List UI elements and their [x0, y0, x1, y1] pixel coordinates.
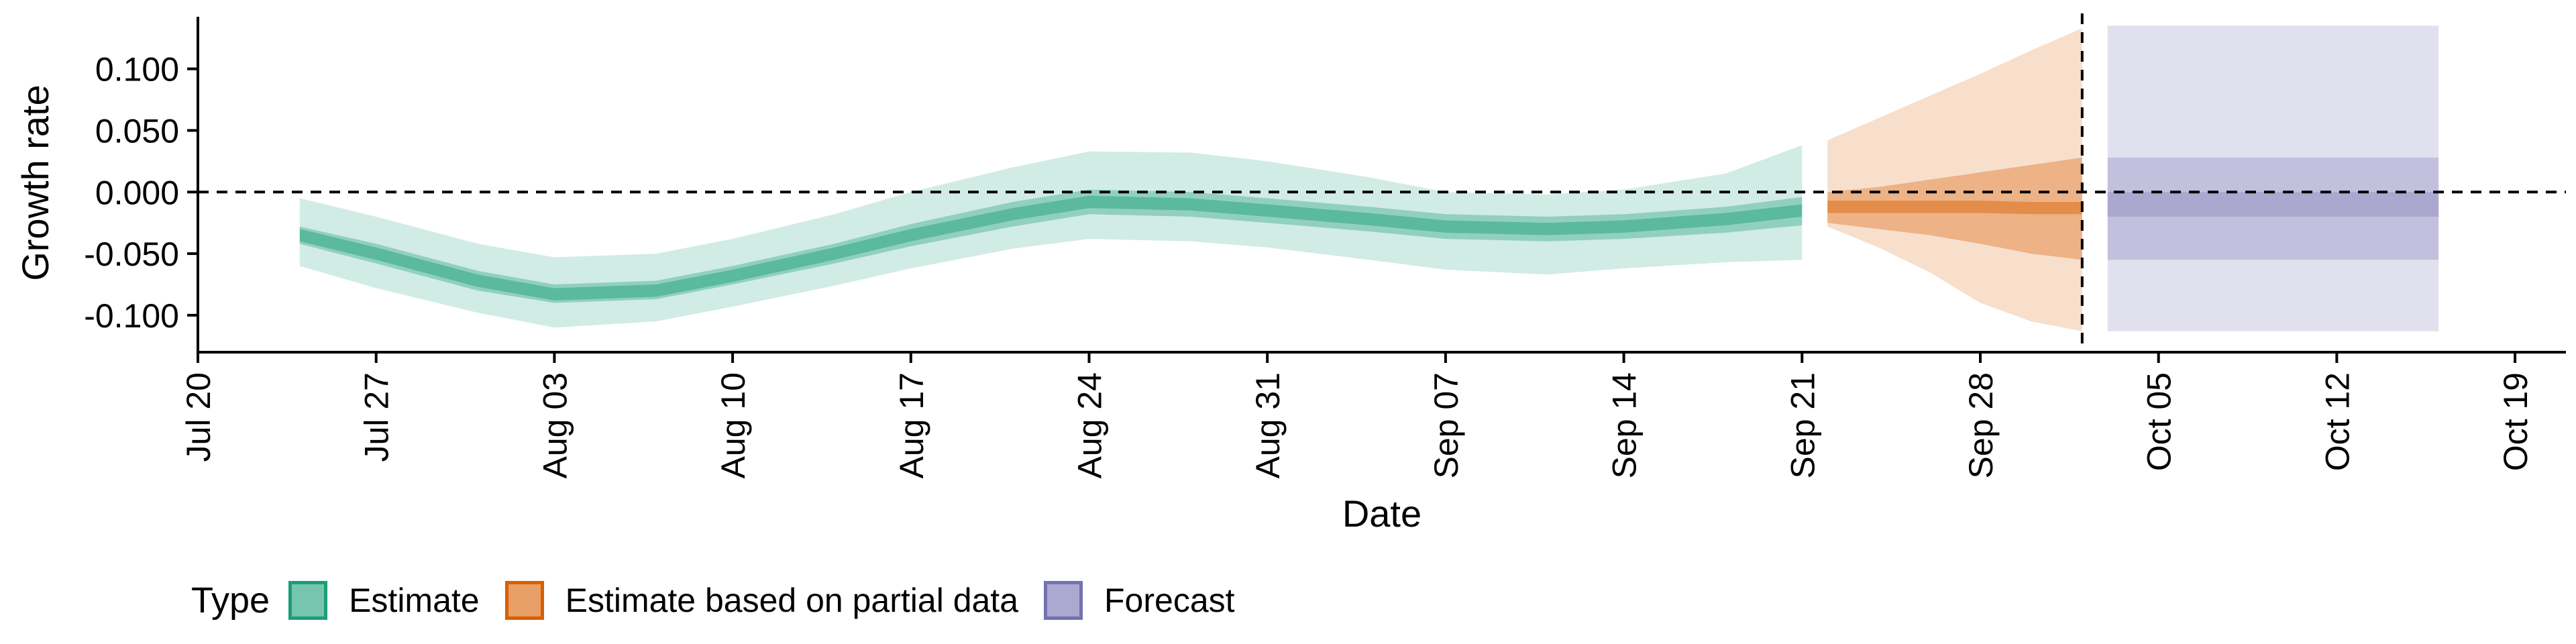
estimate-band-50: [299, 189, 1803, 303]
partial-median-band: [1827, 201, 2082, 215]
estimate-median-band: [299, 195, 1803, 301]
ribbon-layer: [299, 25, 2439, 331]
x-tick-label: Aug 31: [1249, 372, 1287, 478]
legend-item-forecast: Forecast: [1044, 581, 1235, 620]
x-tick-label: Aug 03: [536, 372, 574, 478]
x-tick-label: Sep 07: [1428, 372, 1465, 478]
partial-band-50: [1827, 157, 2082, 260]
legend-item-partial: Estimate based on partial data: [504, 581, 1019, 620]
x-axis-ticks: Jul 20 Jul 27 Aug 03 Aug 10 Aug 17 Aug 24 Aug …: [180, 352, 2534, 478]
growth-rate-chart: -0.100 -0.050 0.000 0.050 0.100 Jul 20 Jul 27…: [14, 13, 2566, 535]
y-tick-label: -0.100: [84, 297, 179, 335]
forecast-band-1: [2107, 157, 2439, 260]
x-tick-label: Oct 12: [2318, 372, 2356, 471]
legend-swatch-estimate: [288, 581, 328, 620]
y-axis-ticks: -0.100 -0.050 0.000 0.050 0.100: [84, 51, 198, 335]
y-axis-title: Growth rate: [14, 85, 56, 281]
x-tick-label: Sep 21: [1784, 372, 1821, 478]
legend-swatch-forecast: [1044, 581, 1083, 620]
legend-title: Type: [191, 580, 270, 621]
x-tick-label: Oct 05: [2141, 372, 2178, 471]
x-axis-title: Date: [1342, 492, 1421, 535]
legend-swatch-partial: [504, 581, 544, 620]
x-tick-label: Jul 27: [358, 372, 396, 462]
x-tick-label: Oct 19: [2497, 372, 2534, 471]
y-tick-label: -0.050: [84, 235, 179, 273]
legend-item-estimate: Estimate: [288, 581, 480, 620]
x-tick-label: Aug 24: [1071, 372, 1108, 478]
partial-band-90: [1827, 28, 2082, 331]
x-tick-label: Aug 17: [893, 372, 930, 478]
forecast-band-2: [2107, 192, 2439, 217]
x-tick-label: Sep 14: [1606, 372, 1644, 478]
y-tick-label: 0.050: [95, 112, 179, 150]
y-tick-label: 0.000: [95, 174, 179, 211]
x-tick-label: Sep 28: [1962, 372, 2000, 478]
forecast-band-0: [2107, 25, 2439, 331]
y-tick-label: 0.100: [95, 51, 179, 89]
x-tick-label: Jul 20: [180, 372, 217, 462]
legend-label-forecast: Forecast: [1104, 582, 1235, 619]
x-tick-label: Aug 10: [714, 372, 752, 478]
legend-label-partial: Estimate based on partial data: [565, 582, 1019, 619]
legend: Type Estimate Estimate based on partial …: [191, 577, 1260, 624]
legend-label-estimate: Estimate: [349, 582, 480, 619]
